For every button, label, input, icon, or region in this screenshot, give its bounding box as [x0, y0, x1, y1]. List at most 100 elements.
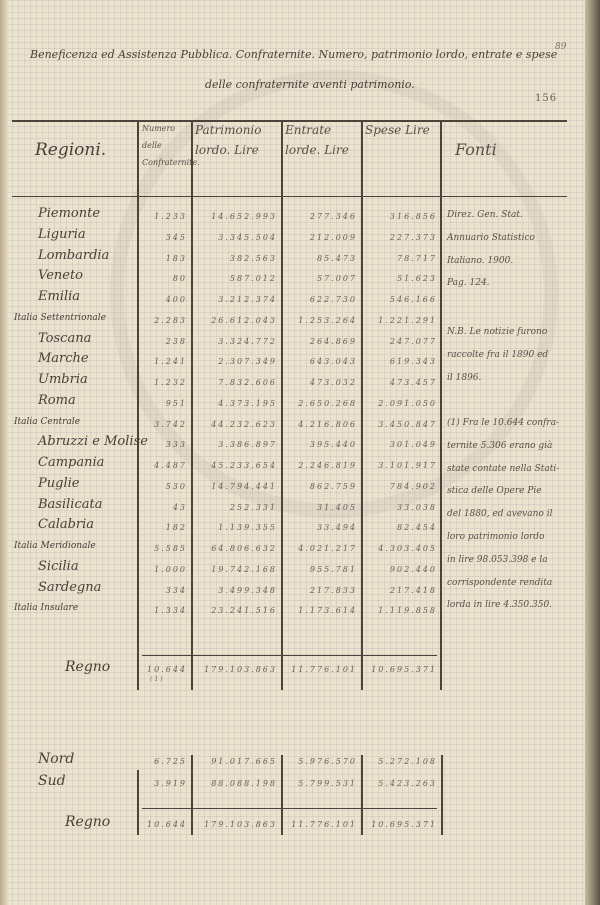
cell-patrimonio: 3.212.374	[218, 295, 277, 304]
cell-spese: 5.272.108	[378, 757, 437, 766]
region-name: Sud	[38, 773, 66, 789]
cell-numero: 1.334	[154, 606, 187, 616]
fonti-source-line: Italiano. 1900.	[447, 255, 514, 266]
fonti-nb-line: N.B. Le notizie furono	[447, 327, 548, 337]
cell-spese: 4.303.405	[378, 544, 437, 553]
region-name: Regno	[65, 814, 111, 830]
cell-spese: 51.623	[397, 274, 437, 284]
cell-numero: 10.644	[147, 665, 187, 674]
title-line-1: Beneficenza ed Assistenza Pubblica. Conf…	[30, 48, 558, 61]
fonti-footnote-line: in lire 98.053.398 e la	[447, 554, 548, 565]
cell-patrimonio: 14.652.993	[211, 212, 277, 221]
col-header-patrimonio: Patrimonio lordo. Lire	[195, 123, 262, 157]
sheet-number: 156	[535, 93, 558, 104]
col-divider	[361, 755, 363, 835]
cell-numero: 183	[165, 253, 187, 263]
cell-spese: 473.457	[389, 378, 437, 387]
title-line-2: delle confraternite aventi patrimonio.	[205, 78, 415, 91]
fonti-source-line: Pag. 124.	[447, 278, 490, 289]
cell-spese: 784.902	[389, 481, 437, 491]
cell-patrimonio: 3.324.772	[218, 336, 277, 346]
cell-spese: 2.091.050	[378, 398, 437, 408]
cell-patrimonio: 88.088.198	[211, 779, 277, 788]
cell-numero: 5.585	[154, 544, 187, 553]
col-header-fonti: Fonti	[455, 140, 497, 159]
cell-numero: 182	[165, 523, 187, 533]
cell-spese: 902.440	[389, 564, 437, 574]
col-divider	[191, 755, 193, 835]
col-divider	[361, 120, 363, 690]
cell-spese: 227.373	[389, 232, 437, 242]
cell-numero: 530	[165, 481, 187, 491]
cell-patrimonio: 382.563	[229, 253, 277, 263]
region-name: Umbria	[38, 372, 88, 387]
cell-spese: 82.454	[397, 523, 437, 533]
col-divider	[191, 120, 193, 690]
col-divider	[440, 120, 442, 690]
cell-entrate: 31.405	[317, 502, 357, 512]
cell-numero: 1.000	[154, 564, 187, 574]
region-name: Sardegna	[38, 579, 102, 595]
cell-numero: 334	[165, 585, 187, 595]
region-name: Puglie	[38, 475, 80, 491]
cell-patrimonio: 179.103.863	[204, 665, 277, 674]
fonti-source-line: Direz. Gen. Stat.	[447, 210, 523, 220]
cell-numero: 345	[165, 232, 187, 242]
book-edge	[585, 0, 600, 905]
cell-patrimonio: 26.612.043	[211, 315, 277, 325]
cell-patrimonio: 3.386.897	[218, 440, 277, 450]
header-top-rule	[12, 120, 567, 122]
page-spine	[0, 0, 8, 905]
region-name: Italia Meridionale	[14, 541, 96, 551]
cell-numero: 1.233	[154, 212, 187, 221]
cell-numero: 3.742	[154, 419, 187, 429]
region-name: Piemonte	[38, 206, 101, 221]
cell-patrimonio: 587.012	[229, 274, 277, 284]
region-name: Nord	[38, 751, 75, 767]
region-name: Campania	[38, 455, 105, 470]
cell-patrimonio: 3.499.348	[218, 585, 277, 595]
cell-entrate: 2.650.268	[298, 398, 357, 408]
cell-entrate: 473.032	[309, 378, 357, 387]
cell-entrate: 11.776.101	[291, 665, 357, 674]
cell-entrate: 955.781	[309, 564, 357, 574]
cell-entrate: 643.043	[309, 357, 357, 367]
cell-entrate: 212.009	[309, 232, 357, 242]
cell-numero: 1.241	[154, 357, 187, 367]
cell-numero: 4.487	[154, 461, 187, 470]
col-divider	[137, 770, 139, 835]
cell-entrate: 395.440	[309, 440, 357, 450]
cell-patrimonio: 91.017.665	[211, 757, 277, 766]
cell-entrate: 5.799.531	[298, 779, 357, 788]
cell-spese: 619.343	[389, 357, 437, 367]
cell-patrimonio: 23.241.516	[211, 606, 277, 616]
col-divider	[137, 120, 139, 690]
footnote-marker: (1)	[150, 676, 165, 683]
cell-spese: 1.221.291	[378, 315, 437, 325]
cell-entrate: 5.976.570	[298, 757, 357, 766]
region-name: Italia Centrale	[14, 416, 81, 427]
summary-total-rule	[142, 808, 437, 809]
cell-entrate: 11.776.101	[291, 820, 357, 829]
cell-patrimonio: 45.233.654	[211, 461, 277, 470]
region-name: Toscana	[38, 330, 92, 346]
cell-patrimonio: 14.794.441	[211, 481, 277, 491]
cell-patrimonio: 3.345.504	[218, 232, 277, 242]
cell-spese: 3.101.917	[378, 461, 437, 470]
region-name: Veneto	[38, 268, 84, 284]
cell-numero: 10.644	[147, 820, 187, 829]
ledger-page: Beneficenza ed Assistenza Pubblica. Conf…	[0, 0, 585, 905]
cell-patrimonio: 64.806.632	[211, 544, 277, 553]
col-divider	[281, 755, 283, 835]
cell-spese: 10.695.371	[371, 665, 437, 674]
cell-entrate: 4.021.217	[298, 544, 357, 553]
fonti-nb-line: il 1896.	[447, 372, 482, 383]
cell-patrimonio: 252.331	[229, 502, 277, 512]
fonti-nb-line: raccolte fra il 1890 ed	[447, 349, 549, 360]
cell-entrate: 85.473	[317, 253, 357, 263]
region-name: Calabria	[38, 517, 95, 533]
fonti-footnote-line: state contate nella Stati-	[447, 463, 560, 474]
col-header-entrate: Entrate lorde. Lire	[285, 123, 349, 157]
region-name: Abruzzi e Molise	[38, 434, 148, 450]
cell-entrate: 1.173.614	[298, 606, 357, 616]
